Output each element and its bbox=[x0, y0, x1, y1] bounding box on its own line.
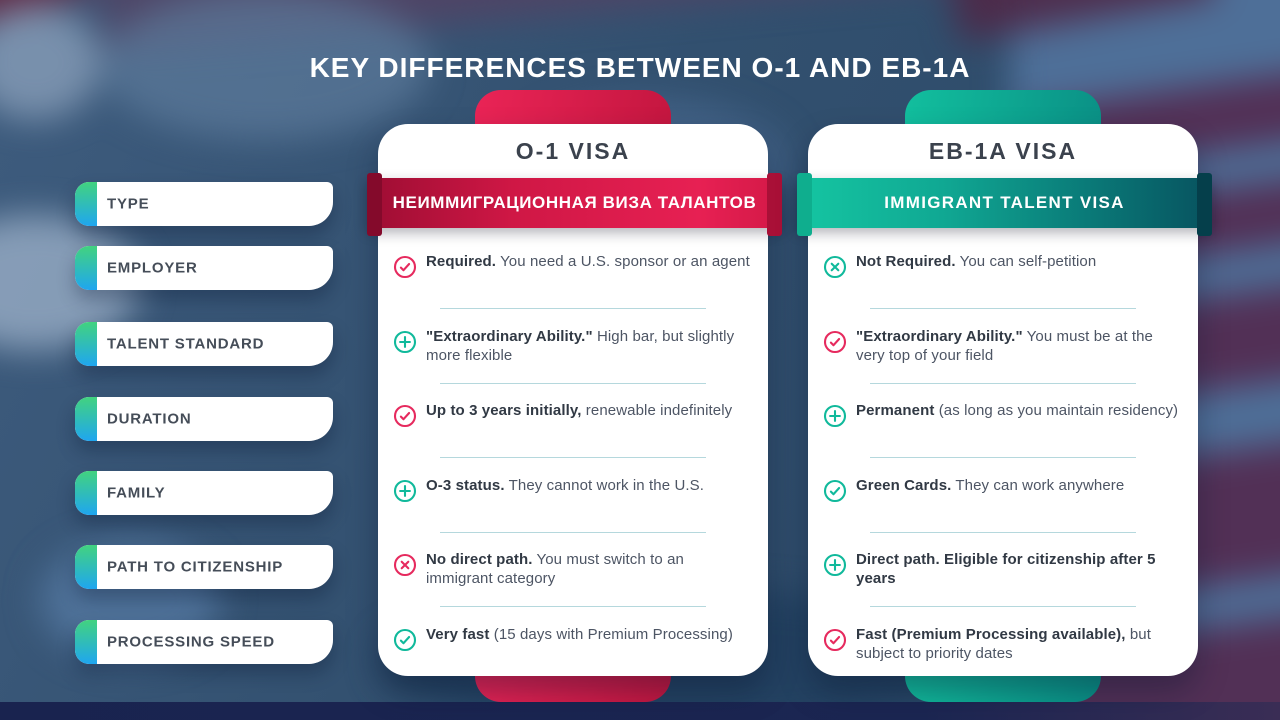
o1-banner-ribbon: НЕИММИГРАЦИОННАЯ ВИЗА ТАЛАНТОВ bbox=[367, 173, 782, 236]
eb1a-banner-text: IMMIGRANT TALENT VISA bbox=[884, 193, 1125, 212]
feature-row: Up to 3 years initially, renewable indef… bbox=[393, 401, 752, 428]
eb1a-banner-ribbon: IMMIGRANT TALENT VISA bbox=[797, 173, 1212, 236]
feature-row: "Extraordinary Ability." High bar, but s… bbox=[393, 327, 752, 365]
flag-highlight bbox=[100, 0, 430, 140]
row-label: PATH TO CITIZENSHIP bbox=[107, 558, 284, 576]
check-icon bbox=[393, 404, 417, 428]
cross-icon bbox=[823, 255, 847, 279]
feature-text: Permanent (as long as you maintain resid… bbox=[856, 402, 1179, 419]
feature-text: No direct path. You must switch to an im… bbox=[426, 551, 684, 587]
feature-row: Green Cards. They can work anywhere bbox=[823, 476, 1182, 503]
o1-column: O-1 VISA Required. You need a U.S. spons… bbox=[367, 90, 782, 702]
pill-gradient-bar bbox=[75, 182, 97, 226]
feature-text: O-3 status. They cannot work in the U.S. bbox=[426, 476, 705, 494]
feature-row: Direct path. Eligible for citizenship af… bbox=[823, 550, 1182, 588]
feature-row: Very fast (15 days with Premium Processi… bbox=[393, 625, 752, 652]
pill-gradient-bar bbox=[75, 471, 97, 515]
feature-row: Required. You need a U.S. sponsor or an … bbox=[393, 252, 752, 279]
row-label-pill: PROCESSING SPEED bbox=[75, 620, 333, 664]
row-label-pill: TYPE bbox=[75, 182, 333, 226]
feature-row: Not Required. You can self-petition bbox=[823, 252, 1182, 279]
feature-row: "Extraordinary Ability." You must be at … bbox=[823, 327, 1182, 365]
check-icon bbox=[823, 330, 847, 354]
plus-icon bbox=[823, 553, 847, 577]
row-label: TALENT STANDARD bbox=[107, 335, 265, 353]
row-divider bbox=[870, 531, 1136, 533]
plus-icon bbox=[393, 479, 417, 503]
feature-text: "Extraordinary Ability." You must be at … bbox=[856, 327, 1154, 364]
feature-row: No direct path. You must switch to an im… bbox=[393, 550, 752, 588]
feature-text: Direct path. Eligible for citizenship af… bbox=[856, 551, 1156, 587]
feature-text: Up to 3 years initially, renewable indef… bbox=[426, 402, 733, 419]
feature-row: Permanent (as long as you maintain resid… bbox=[823, 401, 1182, 428]
o1-banner-text: НЕИММИГРАЦИОННАЯ ВИЗА ТАЛАНТОВ bbox=[392, 193, 757, 212]
row-divider bbox=[870, 606, 1136, 607]
o1-card-title: O-1 VISA bbox=[515, 138, 631, 164]
check-icon bbox=[393, 628, 417, 652]
feature-text: Very fast (15 days with Premium Processi… bbox=[426, 625, 733, 643]
row-label-pill: PATH TO CITIZENSHIP bbox=[75, 545, 333, 589]
check-icon bbox=[823, 479, 847, 503]
row-label: DURATION bbox=[107, 410, 192, 428]
pill-gradient-bar bbox=[75, 246, 97, 290]
feature-row: Fast (Premium Processing available), but… bbox=[823, 625, 1182, 663]
row-divider bbox=[440, 531, 706, 533]
row-label: PROCESSING SPEED bbox=[107, 633, 275, 651]
row-divider bbox=[440, 382, 706, 384]
feature-text: Required. You need a U.S. sponsor or an … bbox=[426, 253, 750, 270]
feature-text: Fast (Premium Processing available), but… bbox=[856, 625, 1151, 662]
row-label-pill: TALENT STANDARD bbox=[75, 322, 333, 366]
check-icon bbox=[393, 255, 417, 279]
row-divider bbox=[440, 606, 706, 607]
row-divider bbox=[870, 457, 1136, 458]
check-icon bbox=[823, 628, 847, 652]
bottom-bar bbox=[0, 702, 1280, 720]
plus-icon bbox=[823, 404, 847, 428]
row-label-pill: FAMILY bbox=[75, 471, 333, 515]
feature-text: Green Cards. They can work anywhere bbox=[856, 476, 1125, 494]
row-label: TYPE bbox=[107, 195, 150, 213]
plus-icon bbox=[393, 330, 417, 354]
cross-icon bbox=[393, 553, 417, 577]
eb1a-rows: Not Required. You can self-petition "Extr… bbox=[808, 124, 1198, 676]
feature-row: O-3 status. They cannot work in the U.S. bbox=[393, 476, 752, 503]
eb1a-column: EB-1A VISA Not Required. You can self-pe… bbox=[797, 90, 1212, 702]
row-divider bbox=[440, 308, 706, 309]
row-divider bbox=[870, 382, 1136, 384]
pill-gradient-bar bbox=[75, 397, 97, 441]
row-label-pill: EMPLOYER bbox=[75, 246, 333, 290]
row-label: FAMILY bbox=[107, 484, 166, 502]
row-divider bbox=[440, 457, 706, 458]
row-label: EMPLOYER bbox=[107, 259, 198, 277]
eb1a-card: EB-1A VISA Not Required. You can self-pe… bbox=[808, 124, 1198, 676]
row-divider bbox=[870, 308, 1136, 309]
pill-gradient-bar bbox=[75, 620, 97, 664]
feature-text: "Extraordinary Ability." High bar, but s… bbox=[426, 327, 735, 364]
feature-text: Not Required. You can self-petition bbox=[856, 253, 1097, 270]
o1-rows: Required. You need a U.S. sponsor or an … bbox=[378, 124, 768, 676]
flag-star-blob bbox=[0, 5, 100, 120]
row-label-pill: DURATION bbox=[75, 397, 333, 441]
page-title: KEY DIFFERENCES BETWEEN O-1 AND EB-1A bbox=[309, 51, 971, 83]
pill-gradient-bar bbox=[75, 545, 97, 589]
pill-gradient-bar bbox=[75, 322, 97, 366]
eb1a-card-title: EB-1A VISA bbox=[928, 138, 1078, 164]
